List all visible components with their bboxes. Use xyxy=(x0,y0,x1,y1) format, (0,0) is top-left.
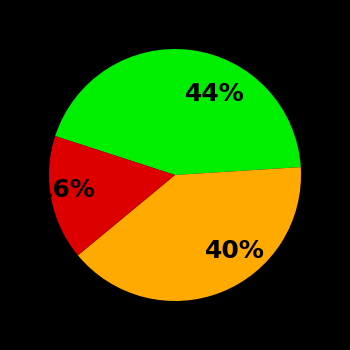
Wedge shape xyxy=(78,167,301,301)
Text: 16%: 16% xyxy=(35,178,94,202)
Text: 44%: 44% xyxy=(185,82,245,106)
Wedge shape xyxy=(55,49,301,175)
Wedge shape xyxy=(49,136,175,255)
Text: 40%: 40% xyxy=(205,239,265,263)
